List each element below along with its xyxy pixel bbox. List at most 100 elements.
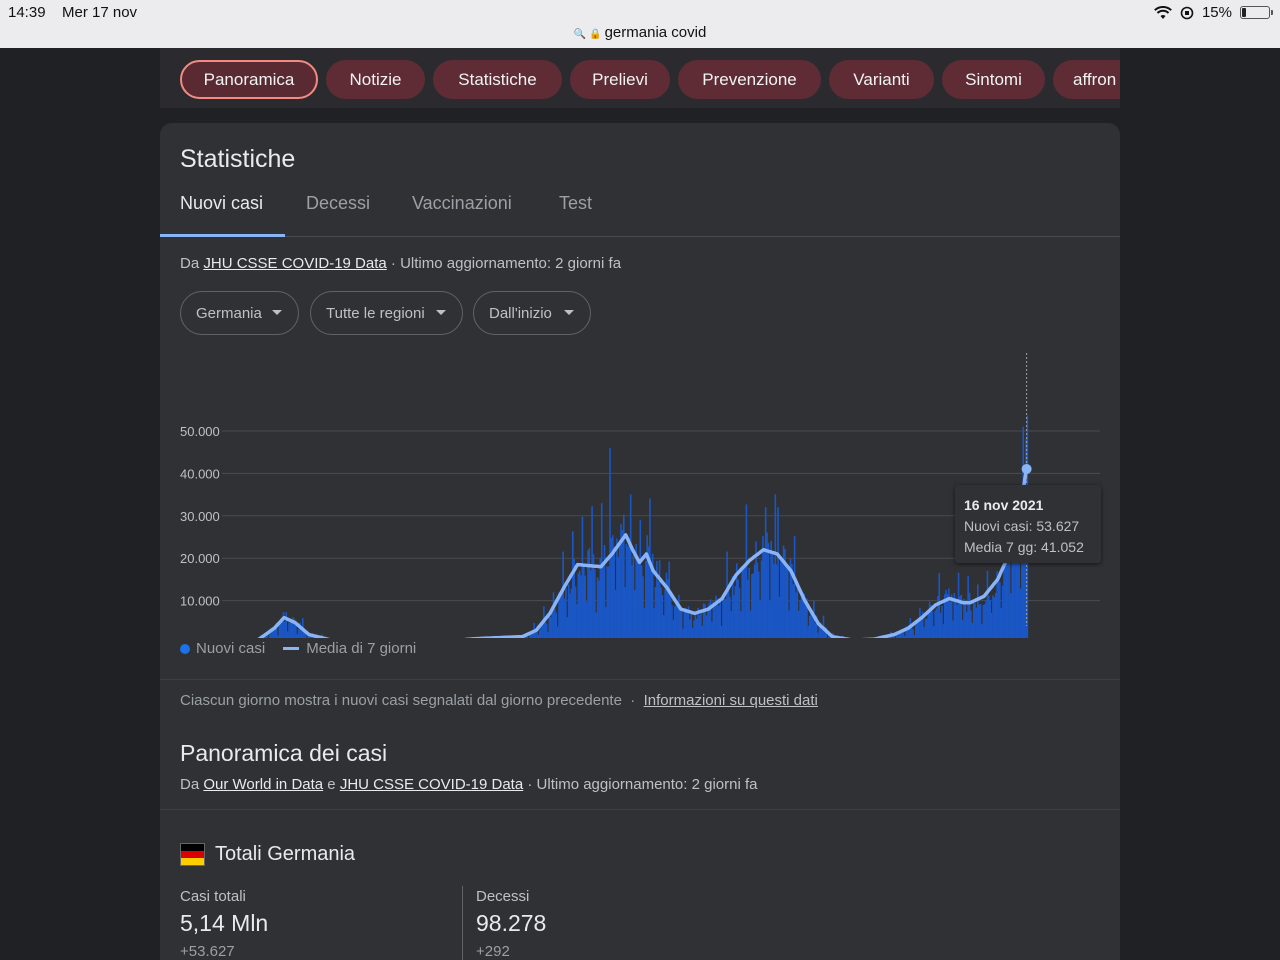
new-cases-bar: [629, 494, 632, 638]
jhu-source-link[interactable]: JHU CSSE COVID-19 Data: [203, 255, 387, 272]
new-cases-bar: [774, 494, 777, 638]
new-cases-bar: [1004, 550, 1007, 638]
new-cases-bar: [268, 634, 271, 638]
jhu-link[interactable]: JHU CSSE COVID-19 Data: [339, 776, 524, 793]
chip-statistiche[interactable]: Statistiche: [433, 60, 562, 99]
country-dropdown[interactable]: Germania: [180, 291, 299, 335]
new-cases-bar: [266, 634, 268, 638]
new-cases-bar: [821, 629, 823, 638]
new-cases-bar: [989, 600, 992, 638]
new-cases-bar: [591, 506, 593, 638]
new-cases-bar: [720, 626, 723, 638]
new-cases-bar: [285, 612, 288, 638]
new-cases-bar: [1012, 520, 1015, 638]
seven-day-average-line: [257, 467, 1029, 638]
new-cases-bar: [278, 624, 281, 638]
new-cases-bar: [983, 604, 986, 638]
note-text: Ciascun giorno mostra i nuovi casi segna…: [180, 692, 622, 709]
case-overview-source: Da Our World in Data e JHU CSSE COVID-19…: [180, 776, 758, 793]
address-text: germania covid: [604, 24, 707, 41]
search-icon: 🔍: [573, 29, 587, 40]
deaths-delta: +292: [476, 943, 510, 960]
time-range-dropdown[interactable]: Dall'inizio: [473, 291, 591, 335]
total-cases-delta: +53.627: [180, 943, 235, 960]
new-cases-bar: [691, 628, 694, 638]
chip-varianti[interactable]: Varianti: [829, 60, 934, 99]
chip-panoramica[interactable]: Panoramica: [180, 60, 318, 99]
tab-nuovi-casi[interactable]: Nuovi casi: [180, 193, 264, 213]
new-cases-bar: [707, 606, 709, 638]
new-cases-bar: [746, 579, 749, 638]
card-title: Statistiche: [180, 145, 296, 173]
new-cases-bar: [585, 601, 588, 638]
new-cases-bar: [695, 618, 698, 638]
new-cases-bar: [620, 524, 622, 638]
new-cases-bar: [967, 576, 969, 638]
source-updated: · Ultimo aggiornamento: 2 giorni fa: [390, 255, 622, 272]
new-cases-bar: [992, 595, 994, 638]
lock-icon: 🔒: [589, 29, 602, 40]
new-cases-bar: [756, 562, 759, 638]
new-cases-bar: [583, 565, 585, 638]
new-cases-bar: [671, 605, 673, 638]
new-cases-bar: [912, 629, 914, 638]
region-dropdown[interactable]: Tutte le regioni: [310, 291, 463, 335]
new-cases-bar: [667, 579, 669, 638]
new-cases-bar: [563, 598, 566, 638]
new-cases-bar: [592, 554, 595, 638]
new-cases-bar: [1019, 588, 1022, 638]
about-data-link[interactable]: Informazioni su questi dati: [643, 692, 818, 709]
new-cases-bar: [1001, 585, 1004, 638]
tab-decessi[interactable]: Decessi: [306, 193, 371, 213]
new-cases-bar: [986, 570, 989, 638]
new-cases-bar: [1007, 562, 1009, 638]
new-cases-bar: [554, 608, 556, 638]
new-cases-bar: [277, 635, 279, 638]
new-cases-bar: [672, 620, 675, 638]
new-cases-bar: [899, 630, 902, 638]
status-right: 15%: [1154, 4, 1273, 21]
chip-prelievi[interactable]: Prelievi: [570, 60, 670, 99]
new-cases-bar: [818, 622, 821, 638]
new-cases-bar: [906, 630, 909, 638]
new-cases-bar: [689, 619, 691, 638]
new-cases-bar: [727, 586, 730, 638]
new-cases-bar: [960, 594, 963, 638]
totals-header: Totali Germania: [180, 843, 355, 866]
line-legend-swatch: [283, 647, 300, 650]
tab-vaccinazioni[interactable]: Vaccinazioni: [412, 193, 512, 213]
chip-sintomi[interactable]: Sintomi: [942, 60, 1045, 99]
data-note: Ciascun giorno mostra i nuovi casi segna…: [180, 692, 818, 709]
tab-test[interactable]: Test: [559, 193, 593, 213]
new-cases-bar: [712, 601, 715, 638]
new-cases-bar: [939, 612, 942, 638]
chip-prevenzione[interactable]: Prevenzione: [678, 60, 821, 99]
new-cases-bar: [700, 612, 702, 638]
new-cases-bar: [1008, 553, 1011, 638]
new-cases-bar: [676, 606, 679, 638]
address-bar[interactable]: 🔍 🔒 germania covid: [0, 24, 1280, 41]
new-cases-bar: [697, 607, 699, 638]
new-cases-bar: [778, 596, 781, 638]
chip-notizie[interactable]: Notizie: [326, 60, 425, 99]
new-cases-bar: [910, 624, 913, 638]
new-cases-bar: [573, 559, 575, 638]
new-cases-bar: [596, 577, 599, 638]
tooltip-date: 16 nov 2021: [964, 497, 1044, 513]
hover-point: [1021, 463, 1032, 474]
new-cases-bar: [803, 593, 806, 638]
new-cases-bar: [632, 554, 635, 638]
new-cases-bar: [764, 507, 767, 638]
new-cases-bar: [633, 590, 636, 638]
new-cases-bar: [713, 603, 716, 638]
chip-affron[interactable]: affron: [1053, 60, 1120, 99]
new-cases-bar: [938, 572, 941, 638]
new-cases-bar: [753, 564, 756, 638]
owid-link[interactable]: Our World in Data: [203, 776, 324, 793]
new-cases-bar: [1005, 497, 1008, 638]
new-cases-bar: [606, 566, 609, 638]
chart-legend: Nuovi casi Media di 7 giorni: [180, 640, 416, 657]
new-cases-bar: [1014, 535, 1016, 638]
new-cases-bar: [304, 632, 307, 638]
